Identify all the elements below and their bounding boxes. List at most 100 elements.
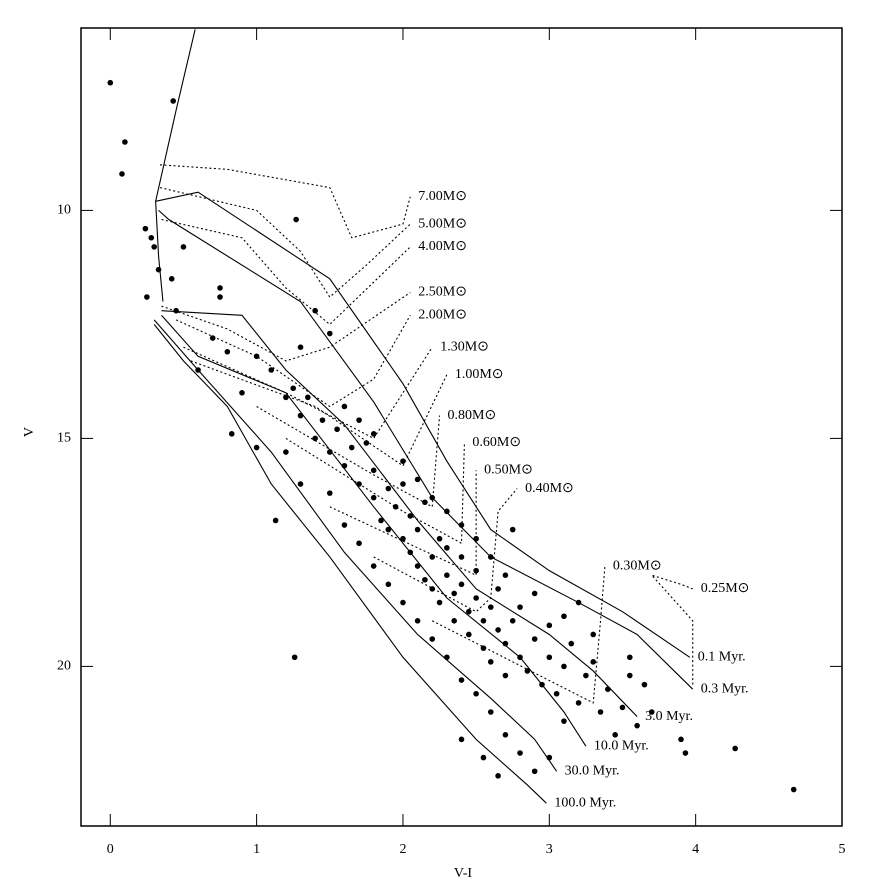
- star-point: [253, 444, 260, 451]
- star-point: [531, 590, 538, 597]
- star-point: [539, 681, 545, 688]
- isochrone-label: 0.1 Myr.: [698, 649, 746, 664]
- star-point: [641, 681, 648, 688]
- star-point: [312, 307, 318, 314]
- track-label: 0.80M⊙: [448, 408, 497, 423]
- track-label: 1.00M⊙: [455, 367, 504, 382]
- star-point: [291, 654, 298, 661]
- star-point: [502, 572, 509, 578]
- star-point: [326, 449, 333, 455]
- star-point: [605, 686, 611, 692]
- track-label: 2.00M⊙: [418, 307, 467, 322]
- star-point: [422, 499, 428, 506]
- star-point: [678, 736, 684, 743]
- star-point: [575, 700, 582, 706]
- y-tick-label: 10: [57, 203, 71, 218]
- y-tick-label: 20: [57, 659, 71, 674]
- star-point: [682, 750, 689, 756]
- star-point: [283, 394, 289, 401]
- star-point: [502, 732, 509, 738]
- track: [175, 315, 411, 408]
- star-point: [312, 435, 318, 442]
- star-point: [466, 631, 472, 638]
- star-point: [561, 718, 567, 724]
- star-point: [209, 335, 216, 341]
- isochrone-label: 10.0 Myr.: [594, 738, 649, 753]
- track: [183, 346, 433, 440]
- star-point: [107, 79, 114, 86]
- star-point: [531, 636, 538, 642]
- track: [190, 360, 448, 467]
- y-axis-label: V: [22, 427, 37, 437]
- star-point: [546, 754, 553, 761]
- isochrone: [153, 319, 558, 772]
- star-point: [517, 604, 523, 610]
- track-label: 0.60M⊙: [472, 435, 521, 450]
- star-point: [473, 567, 479, 574]
- star-point: [297, 344, 304, 351]
- star-point: [407, 549, 414, 556]
- track-label: 4.00M⊙: [418, 239, 467, 254]
- star-point: [400, 481, 406, 487]
- star-point: [414, 563, 421, 569]
- star-point: [356, 417, 362, 423]
- star-point: [590, 631, 597, 638]
- star-point: [195, 367, 201, 373]
- star-point: [517, 654, 523, 661]
- track-label: 1.30M⊙: [440, 339, 489, 354]
- track: [161, 292, 411, 362]
- x-tick-label: 3: [546, 842, 553, 857]
- star-point: [414, 618, 421, 624]
- star-point: [326, 330, 333, 337]
- star-point: [480, 645, 487, 651]
- star-point: [458, 736, 465, 743]
- star-point: [487, 554, 494, 560]
- star-point: [546, 622, 553, 629]
- star-point: [142, 225, 149, 232]
- star-point: [283, 449, 289, 455]
- star-point: [466, 608, 472, 615]
- star-point: [429, 586, 436, 592]
- star-point: [217, 294, 223, 300]
- star-point: [502, 640, 509, 647]
- isochrone-label: 3.0 Myr.: [645, 709, 693, 724]
- x-axis-label: V-I: [454, 866, 472, 881]
- star-point: [319, 417, 326, 423]
- isochrone-label: 0.3 Myr.: [701, 681, 749, 696]
- isochrone: [161, 314, 587, 747]
- star-point: [531, 768, 538, 775]
- isochrone: [153, 324, 547, 804]
- star-point: [385, 485, 392, 492]
- track: [373, 488, 518, 613]
- star-point: [378, 517, 384, 524]
- x-tick-label: 2: [399, 842, 406, 857]
- isochrone-label: 30.0 Myr.: [565, 763, 620, 778]
- star-point: [444, 545, 450, 551]
- star-point: [224, 348, 231, 355]
- star-point: [370, 467, 377, 474]
- star-point: [297, 481, 304, 487]
- star-point: [370, 431, 377, 437]
- track: [159, 164, 411, 239]
- isochrone: [155, 191, 691, 658]
- star-point: [341, 462, 348, 469]
- star-point: [356, 540, 362, 547]
- star-point: [326, 490, 333, 496]
- star-point: [444, 654, 450, 661]
- star-point: [458, 677, 465, 683]
- star-point: [583, 672, 589, 679]
- star-point: [228, 431, 235, 437]
- star-point: [436, 599, 443, 606]
- star-point: [370, 563, 377, 569]
- x-tick-label: 4: [692, 842, 699, 857]
- star-point: [732, 745, 738, 752]
- x-tick-label: 1: [253, 842, 260, 857]
- star-point: [173, 307, 179, 314]
- star-point: [429, 636, 436, 642]
- star-point: [458, 581, 465, 588]
- star-point: [297, 412, 304, 419]
- star-point: [407, 513, 414, 519]
- star-point: [180, 244, 187, 250]
- star-point: [217, 285, 223, 291]
